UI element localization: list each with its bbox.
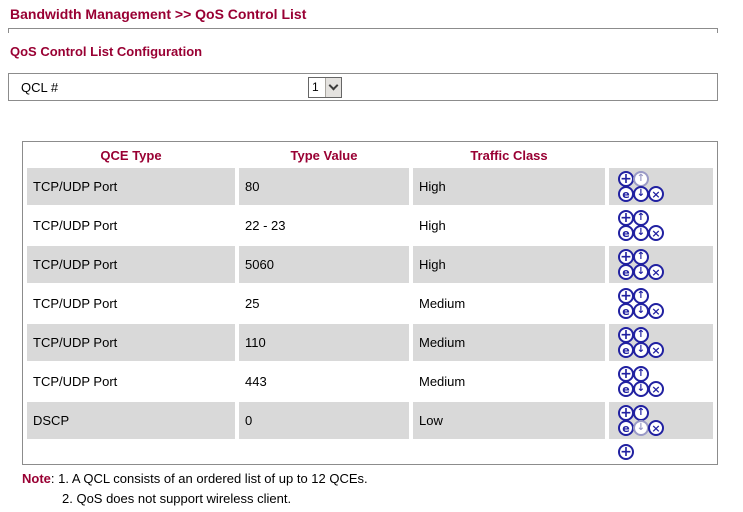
edit-qce-icon[interactable]: e — [618, 420, 634, 436]
move-down-icon[interactable]: ↓ — [633, 264, 649, 280]
qce-type-cell: TCP/UDP Port — [27, 324, 235, 361]
table-row: TCP/UDP Port 443 Medium + ↑ e ↓ × — [27, 363, 713, 400]
edit-qce-icon[interactable]: e — [618, 264, 634, 280]
actions-cell: + ↑ e ↓ × — [609, 402, 713, 439]
add-qce-icon[interactable]: + — [618, 443, 634, 460]
note-separator: : — [50, 471, 59, 486]
move-up-icon[interactable]: ↑ — [633, 210, 649, 226]
move-up-icon[interactable]: ↑ — [633, 405, 649, 421]
traffic-class-cell: High — [419, 218, 446, 233]
qcl-table: QCE Type Type Value Traffic Class TCP/UD… — [22, 141, 718, 465]
delete-qce-icon[interactable]: × — [648, 381, 664, 397]
empty-cell — [27, 441, 235, 462]
type-value-cell: 443 — [245, 374, 267, 389]
empty-cell — [239, 441, 409, 462]
select-dropdown-button[interactable] — [325, 77, 341, 97]
add-qce-icon[interactable]: + — [618, 405, 634, 421]
note-block: Note: 1. A QCL consists of an ordered li… — [22, 471, 743, 506]
add-qce-icon[interactable]: + — [618, 171, 634, 187]
type-value-cell: 80 — [239, 168, 409, 205]
move-up-icon[interactable]: ↑ — [633, 366, 649, 382]
delete-qce-icon[interactable]: × — [648, 225, 664, 241]
type-value-cell: 0 — [239, 402, 409, 439]
actions-cell: + — [609, 441, 713, 462]
title-divider — [8, 28, 718, 33]
qce-type-cell: TCP/UDP Port — [33, 218, 118, 233]
qce-type-cell: TCP/UDP Port — [27, 168, 235, 205]
move-up-icon[interactable]: ↑ — [633, 288, 649, 304]
edit-qce-icon[interactable]: e — [618, 186, 634, 202]
actions-cell: + ↑ e ↓ × — [609, 168, 713, 205]
move-down-icon[interactable]: ↓ — [633, 225, 649, 241]
table-row: TCP/UDP Port 5060 High + ↑ e ↓ × — [27, 246, 713, 283]
qcl-number-select[interactable]: 1 — [308, 76, 342, 98]
header-qce-type: QCE Type — [100, 147, 162, 163]
move-down-icon[interactable]: ↓ — [633, 420, 649, 436]
type-value-cell: 110 — [239, 324, 409, 361]
add-qce-icon[interactable]: + — [618, 249, 634, 265]
table-row: TCP/UDP Port 110 Medium + ↑ e ↓ × — [27, 324, 713, 361]
section-title: QoS Control List Configuration — [10, 44, 203, 59]
add-qce-icon[interactable]: + — [618, 327, 634, 343]
edit-qce-icon[interactable]: e — [618, 381, 634, 397]
add-qce-icon[interactable]: + — [618, 210, 634, 226]
move-up-icon[interactable]: ↑ — [633, 249, 649, 265]
qce-type-cell: TCP/UDP Port — [33, 374, 118, 389]
edit-qce-icon[interactable]: e — [618, 303, 634, 319]
table-row: DSCP 0 Low + ↑ e ↓ × — [27, 402, 713, 439]
type-value-cell: 25 — [245, 296, 260, 311]
actions-cell: + ↑ e ↓ × — [609, 207, 713, 244]
actions-cell: + ↑ e ↓ × — [609, 324, 713, 361]
qcl-selected-value: 1 — [312, 80, 319, 94]
type-value-cell: 22 - 23 — [245, 218, 286, 233]
header-type-value: Type Value — [290, 147, 358, 163]
type-value-cell: 5060 — [239, 246, 409, 283]
move-up-icon[interactable]: ↑ — [633, 327, 649, 343]
empty-cell — [413, 441, 605, 462]
page-title: Bandwidth Management >> QoS Control List — [10, 6, 307, 22]
note-text-2: 2. QoS does not support wireless client. — [62, 491, 292, 506]
qce-type-cell: TCP/UDP Port — [27, 246, 235, 283]
add-qce-icon[interactable]: + — [618, 366, 634, 382]
move-down-icon[interactable]: ↓ — [633, 186, 649, 202]
header-traffic-class: Traffic Class — [470, 147, 548, 163]
note-line: Note: 1. A QCL consists of an ordered li… — [22, 471, 743, 486]
delete-qce-icon[interactable]: × — [648, 186, 664, 202]
delete-qce-icon[interactable]: × — [648, 264, 664, 280]
traffic-class-cell: High — [413, 168, 605, 205]
qcl-table-body: TCP/UDP Port 80 High + ↑ e ↓ × TCP/UDP P… — [27, 168, 713, 462]
edit-qce-icon[interactable]: e — [618, 342, 634, 358]
add-row: + — [27, 441, 713, 462]
table-row: TCP/UDP Port 22 - 23 High + ↑ e ↓ × — [27, 207, 713, 244]
note-text-1: 1. A QCL consists of an ordered list of … — [58, 471, 368, 486]
qcl-number-label: QCL # — [21, 79, 59, 95]
qcl-config-box: QCL # 1 — [8, 73, 718, 101]
table-row: TCP/UDP Port 25 Medium + ↑ e ↓ × — [27, 285, 713, 322]
qce-type-cell: DSCP — [27, 402, 235, 439]
move-down-icon[interactable]: ↓ — [633, 342, 649, 358]
header-actions — [609, 144, 713, 166]
delete-qce-icon[interactable]: × — [648, 303, 664, 319]
chevron-down-icon — [328, 80, 339, 91]
traffic-class-cell: Medium — [419, 296, 466, 311]
qce-type-cell: TCP/UDP Port — [33, 296, 118, 311]
actions-cell: + ↑ e ↓ × — [609, 363, 713, 400]
actions-cell: + ↑ e ↓ × — [609, 246, 713, 283]
delete-qce-icon[interactable]: × — [648, 420, 664, 436]
move-down-icon[interactable]: ↓ — [633, 303, 649, 319]
delete-qce-icon[interactable]: × — [648, 342, 664, 358]
move-down-icon[interactable]: ↓ — [633, 381, 649, 397]
move-up-icon[interactable]: ↑ — [633, 171, 649, 187]
table-row: TCP/UDP Port 80 High + ↑ e ↓ × — [27, 168, 713, 205]
traffic-class-cell: Medium — [419, 374, 466, 389]
edit-qce-icon[interactable]: e — [618, 225, 634, 241]
actions-cell: + ↑ e ↓ × — [609, 285, 713, 322]
traffic-class-cell: High — [413, 246, 605, 283]
traffic-class-cell: Medium — [413, 324, 605, 361]
traffic-class-cell: Low — [413, 402, 605, 439]
qcl-table-header: QCE Type Type Value Traffic Class — [27, 144, 713, 166]
add-qce-icon[interactable]: + — [618, 288, 634, 304]
note-label: Note — [22, 471, 51, 486]
